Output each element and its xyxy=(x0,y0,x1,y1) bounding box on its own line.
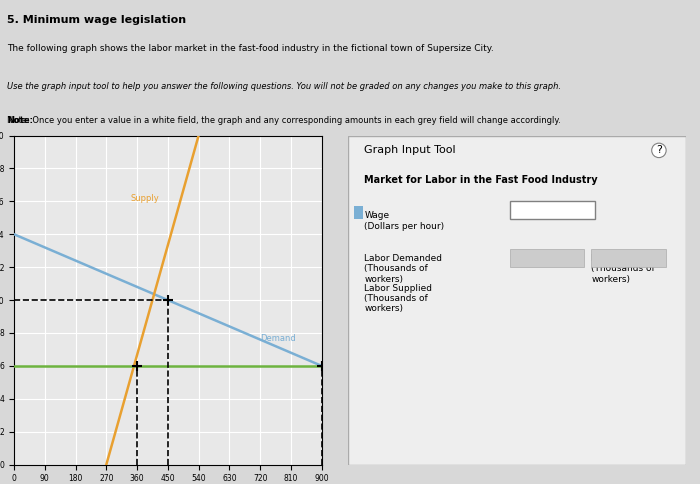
Text: 900: 900 xyxy=(538,253,557,263)
Text: Use the graph input tool to help you answer the following questions. You will no: Use the graph input tool to help you ans… xyxy=(7,82,561,91)
Text: Labor Demanded
(Thousands of
workers): Labor Demanded (Thousands of workers) xyxy=(365,254,442,284)
Text: Market for Labor in the Fast Food Industry: Market for Labor in the Fast Food Indust… xyxy=(365,175,598,185)
Text: ?: ? xyxy=(656,145,662,155)
Text: Graph Input Tool: Graph Input Tool xyxy=(365,145,456,155)
Text: 378: 378 xyxy=(620,253,638,263)
Text: 5. Minimum wage legislation: 5. Minimum wage legislation xyxy=(7,15,186,25)
FancyBboxPatch shape xyxy=(347,136,686,465)
Bar xyxy=(354,206,363,219)
Text: Wage
(Dollars per hour): Wage (Dollars per hour) xyxy=(365,211,444,230)
Text: The following graph shows the labor market in the fast-food industry in the fict: The following graph shows the labor mark… xyxy=(7,44,493,53)
Text: 6: 6 xyxy=(550,205,555,215)
Text: Labor Supplied
(Thousands of
workers): Labor Supplied (Thousands of workers) xyxy=(592,254,659,284)
Text: Labor Supplied
(Thousands of
workers): Labor Supplied (Thousands of workers) xyxy=(365,284,433,314)
Text: Note:: Note: xyxy=(7,116,33,125)
FancyBboxPatch shape xyxy=(510,249,584,267)
FancyBboxPatch shape xyxy=(510,201,594,219)
Text: Supply: Supply xyxy=(130,195,159,203)
Text: Demand: Demand xyxy=(260,334,296,343)
Text: Note: Once you enter a value in a white field, the graph and any corresponding a: Note: Once you enter a value in a white … xyxy=(7,116,561,125)
FancyBboxPatch shape xyxy=(592,249,666,267)
